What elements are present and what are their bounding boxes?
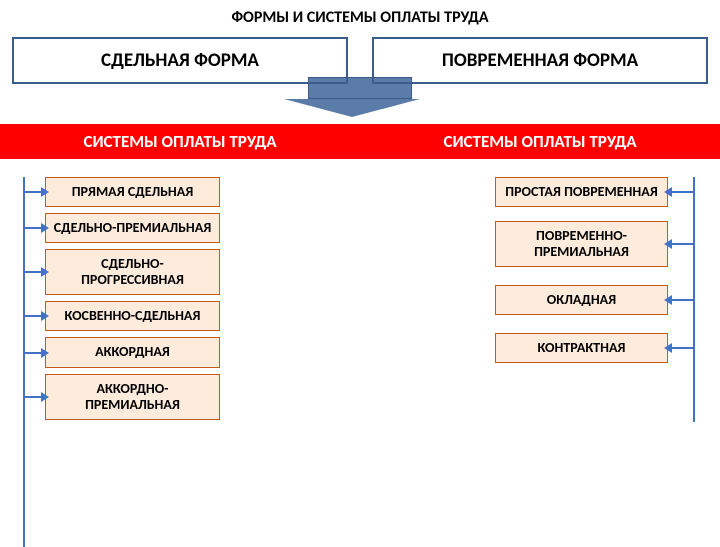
system-header-left: СИСТЕМЫ ОПЛАТЫ ТРУДА xyxy=(0,124,360,159)
arrow-right-icon xyxy=(41,267,49,277)
arrow-left-icon xyxy=(664,295,672,305)
left-item: КОСВЕННО-СДЕЛЬНАЯ xyxy=(0,301,360,331)
item-box: КОСВЕННО-СДЕЛЬНАЯ xyxy=(45,301,220,331)
connector-line xyxy=(668,347,695,349)
connector-line xyxy=(668,191,695,193)
arrow-right-icon xyxy=(41,187,49,197)
connector-line xyxy=(668,243,695,245)
item-box: ПРЯМАЯ СДЕЛЬНАЯ xyxy=(45,177,220,207)
left-items: ПРЯМАЯ СДЕЛЬНАЯ СДЕЛЬНО-ПРЕМИАЛЬНАЯ СДЕЛЬН… xyxy=(0,177,360,420)
page-title: ФОРМЫ И СИСТЕМЫ ОПЛАТЫ ТРУДА xyxy=(0,0,720,31)
item-box: АККОРДНАЯ xyxy=(45,337,220,367)
item-box: ПОВРЕМЕННО-ПРЕМИАЛЬНАЯ xyxy=(495,221,668,267)
right-column: ПОВРЕМЕННАЯ ФОРМА СИСТЕМЫ ОПЛАТЫ ТРУДА П… xyxy=(360,31,720,541)
left-item: АККОРДНО-ПРЕМИАЛЬНАЯ xyxy=(0,374,360,420)
arrow-right-icon xyxy=(41,223,49,233)
left-item: АККОРДНАЯ xyxy=(0,337,360,367)
item-box: КОНТРАКТНАЯ xyxy=(495,333,668,363)
connector-line xyxy=(668,299,695,301)
arrow-right-icon xyxy=(41,311,49,321)
right-item: КОНТРАКТНАЯ xyxy=(360,333,720,363)
item-box: СДЕЛЬНО-ПРОГРЕССИВНАЯ xyxy=(45,249,220,295)
right-item: ПОВРЕМЕННО-ПРЕМИАЛЬНАЯ xyxy=(360,221,720,267)
left-item: СДЕЛЬНО-ПРЕМИАЛЬНАЯ xyxy=(0,213,360,243)
item-box: ПРОСТАЯ ПОВРЕМЕННАЯ xyxy=(495,177,668,207)
left-item: ПРЯМАЯ СДЕЛЬНАЯ xyxy=(0,177,360,207)
arrow-left-icon xyxy=(664,187,672,197)
left-item: СДЕЛЬНО-ПРОГРЕССИВНАЯ xyxy=(0,249,360,295)
arrow-left-icon xyxy=(664,343,672,353)
arrow-right-icon xyxy=(41,348,49,358)
right-item: ОКЛАДНАЯ xyxy=(360,285,720,315)
right-item: ПРОСТАЯ ПОВРЕМЕННАЯ xyxy=(360,177,720,207)
form-box-piecework: СДЕЛЬНАЯ ФОРМА xyxy=(12,37,348,84)
item-box: АККОРДНО-ПРЕМИАЛЬНАЯ xyxy=(45,374,220,420)
system-header-right: СИСТЕМЫ ОПЛАТЫ ТРУДА xyxy=(360,124,720,159)
arrow-left-icon xyxy=(664,239,672,249)
right-items: ПРОСТАЯ ПОВРЕМЕННАЯ ПОВРЕМЕННО-ПРЕМИАЛЬНА… xyxy=(360,177,720,363)
form-box-timebased: ПОВРЕМЕННАЯ ФОРМА xyxy=(372,37,708,84)
diagram-container: СДЕЛЬНАЯ ФОРМА СИСТЕМЫ ОПЛАТЫ ТРУДА ПРЯМ… xyxy=(0,31,720,541)
item-box: СДЕЛЬНО-ПРЕМИАЛЬНАЯ xyxy=(45,213,220,243)
arrow-right-icon xyxy=(41,392,49,402)
left-column: СДЕЛЬНАЯ ФОРМА СИСТЕМЫ ОПЛАТЫ ТРУДА ПРЯМ… xyxy=(0,31,360,541)
item-box: ОКЛАДНАЯ xyxy=(495,285,668,315)
